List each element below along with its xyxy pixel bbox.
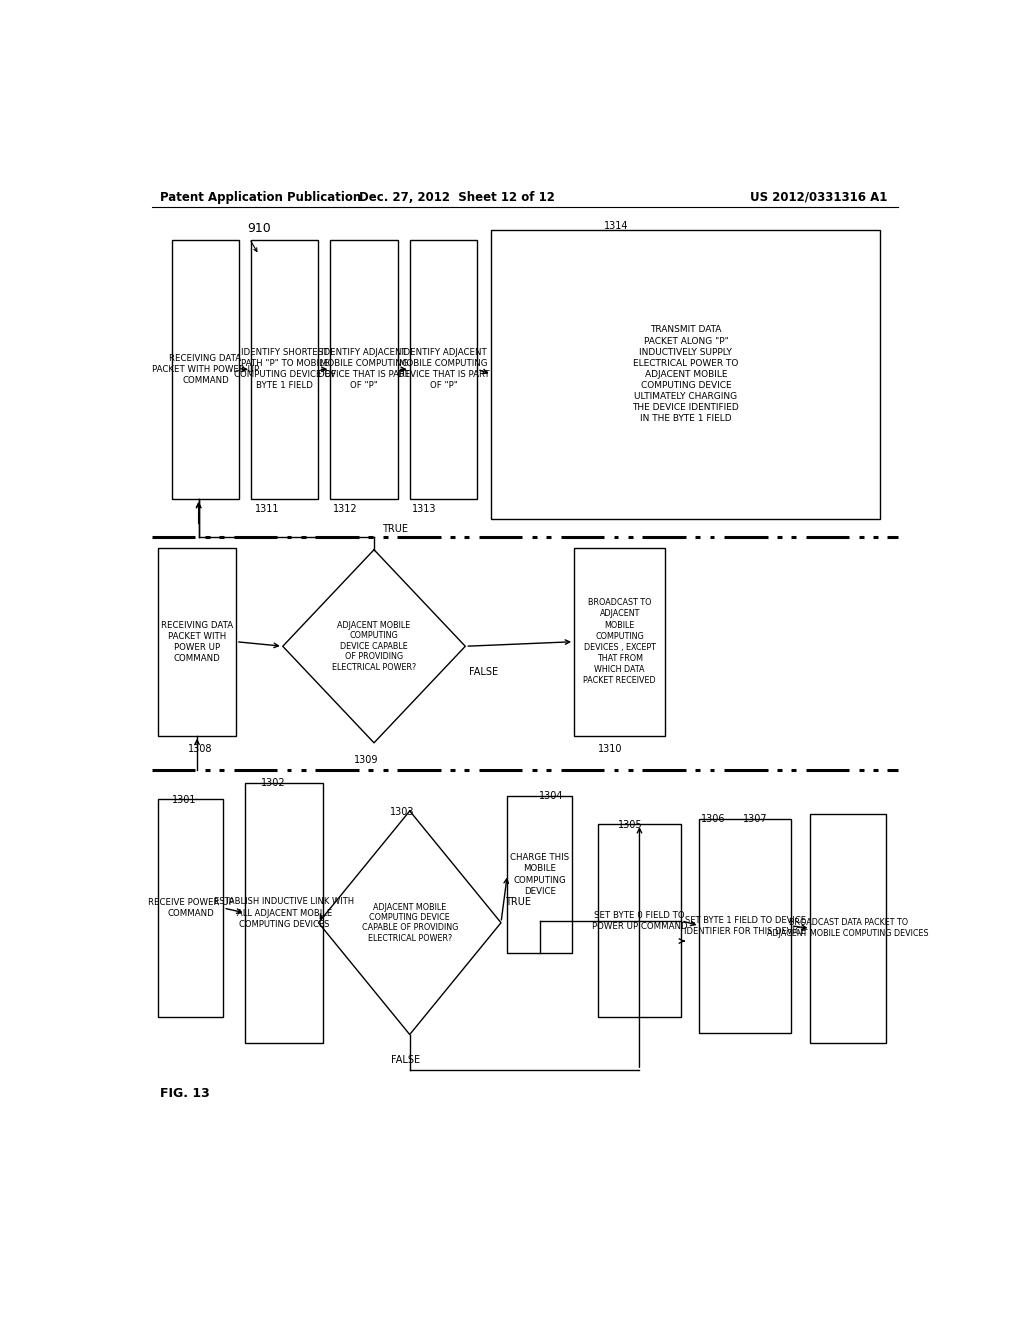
Bar [492, 230, 881, 519]
Bar [811, 814, 886, 1043]
Text: TRUE: TRUE [505, 898, 531, 907]
Text: 1305: 1305 [618, 820, 643, 830]
Text: 1313: 1313 [412, 504, 436, 513]
Text: ESTABLISH INDUCTIVE LINK WITH
ALL ADJACENT MOBILE
COMPUTING DEVICES: ESTABLISH INDUCTIVE LINK WITH ALL ADJACE… [214, 898, 354, 929]
Text: FIG. 13: FIG. 13 [160, 1086, 210, 1100]
Text: 1309: 1309 [354, 755, 379, 766]
Text: Dec. 27, 2012  Sheet 12 of 12: Dec. 27, 2012 Sheet 12 of 12 [359, 190, 555, 203]
Text: 1301: 1301 [172, 795, 197, 805]
Bar [172, 240, 240, 499]
Bar [410, 240, 477, 499]
Text: 1310: 1310 [598, 744, 623, 754]
Text: 1306: 1306 [701, 814, 725, 824]
Text: IDENTIFY SHORTEST
PATH "P" TO MOBILE
COMPUTING DEVICE OF
BYTE 1 FIELD: IDENTIFY SHORTEST PATH "P" TO MOBILE COM… [233, 348, 336, 391]
Text: RECEIVE POWER UP
COMMAND: RECEIVE POWER UP COMMAND [147, 898, 233, 917]
Text: FALSE: FALSE [469, 667, 499, 677]
Text: 1308: 1308 [187, 744, 212, 754]
Text: RECEIVING DATA
PACKET WITH POWER UP
COMMAND: RECEIVING DATA PACKET WITH POWER UP COMM… [152, 354, 259, 385]
Text: BROADCAST DATA PACKET TO
ADJACENT MOBILE COMPUTING DEVICES: BROADCAST DATA PACKET TO ADJACENT MOBILE… [767, 919, 929, 939]
Text: 1311: 1311 [255, 504, 280, 513]
Bar [251, 240, 318, 499]
Text: 1303: 1303 [390, 807, 415, 817]
Text: 1314: 1314 [604, 222, 629, 231]
Bar [507, 796, 572, 953]
Text: CHARGE THIS
MOBILE
COMPUTING
DEVICE: CHARGE THIS MOBILE COMPUTING DEVICE [510, 853, 569, 895]
Text: FALSE: FALSE [391, 1055, 420, 1065]
Bar [331, 240, 398, 499]
Text: IDENTIFY ADJACENT
MOBILE COMPUTING
DEVICE THAT IS PART
OF "P": IDENTIFY ADJACENT MOBILE COMPUTING DEVIC… [318, 348, 410, 391]
Bar [158, 799, 223, 1018]
Text: TRUE: TRUE [382, 524, 408, 535]
Bar [158, 548, 236, 735]
Text: TRANSMIT DATA
PACKET ALONG "P"
INDUCTIVELY SUPPLY
ELECTRICAL POWER TO
ADJACENT M: TRANSMIT DATA PACKET ALONG "P" INDUCTIVE… [633, 326, 739, 424]
Text: ADJACENT MOBILE
COMPUTING DEVICE
CAPABLE OF PROVIDING
ELECTRICAL POWER?: ADJACENT MOBILE COMPUTING DEVICE CAPABLE… [361, 903, 458, 942]
Text: 1302: 1302 [261, 779, 286, 788]
Text: RECEIVING DATA
PACKET WITH
POWER UP
COMMAND: RECEIVING DATA PACKET WITH POWER UP COMM… [161, 620, 233, 663]
Bar [699, 818, 791, 1032]
Text: SET BYTE 0 FIELD TO
POWER UP COMMAND: SET BYTE 0 FIELD TO POWER UP COMMAND [592, 911, 687, 931]
Text: 1304: 1304 [539, 791, 563, 801]
Text: 1307: 1307 [743, 814, 768, 824]
Text: 910: 910 [247, 222, 270, 235]
Text: ADJACENT MOBILE
COMPUTING
DEVICE CAPABLE
OF PROVIDING
ELECTRICAL POWER?: ADJACENT MOBILE COMPUTING DEVICE CAPABLE… [332, 620, 416, 672]
Text: US 2012/0331316 A1: US 2012/0331316 A1 [750, 190, 887, 203]
Text: Patent Application Publication: Patent Application Publication [160, 190, 361, 203]
Text: IDENTIFY ADJACENT
MOBILE COMPUTING
DEVICE THAT IS PART
OF "P": IDENTIFY ADJACENT MOBILE COMPUTING DEVIC… [397, 348, 489, 391]
Text: 1312: 1312 [333, 504, 357, 513]
Text: SET BYTE 1 FIELD TO DEVICE
IDENTIFIER FOR THIS DEVICE: SET BYTE 1 FIELD TO DEVICE IDENTIFIER FO… [684, 916, 806, 936]
Bar [598, 824, 681, 1018]
Bar [574, 548, 666, 735]
Bar [246, 784, 324, 1043]
Text: BROADCAST TO
ADJACENT
MOBILE
COMPUTING
DEVICES , EXCEPT
THAT FROM
WHICH DATA
PAC: BROADCAST TO ADJACENT MOBILE COMPUTING D… [584, 598, 656, 685]
